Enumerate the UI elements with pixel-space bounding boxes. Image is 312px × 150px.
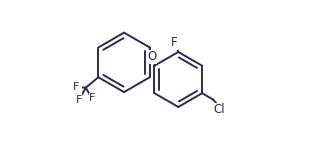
- Text: F: F: [89, 93, 95, 103]
- Text: F: F: [76, 95, 82, 105]
- Text: O: O: [148, 50, 157, 63]
- Text: F: F: [72, 82, 79, 92]
- Text: Cl: Cl: [213, 103, 225, 116]
- Text: F: F: [171, 36, 178, 49]
